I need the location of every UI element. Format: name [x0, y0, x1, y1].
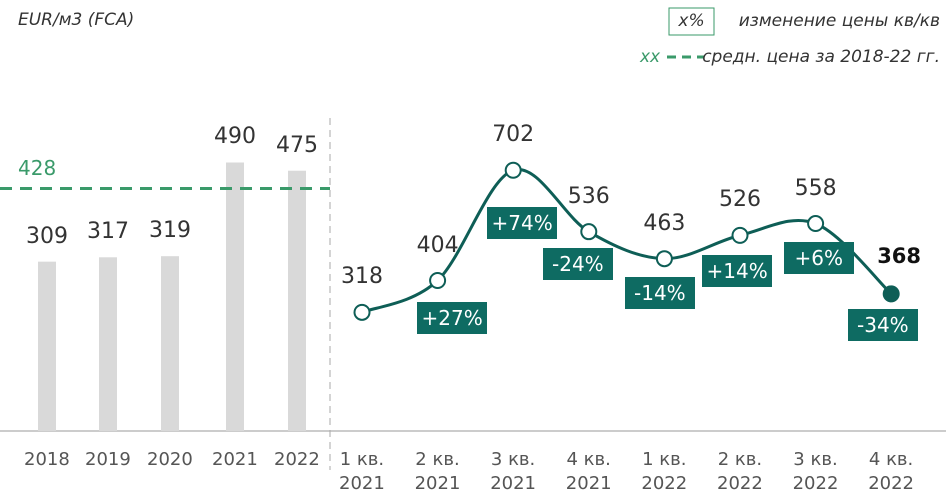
value-label: 558 — [794, 175, 837, 201]
bar — [226, 162, 244, 432]
change-label: +14% — [706, 259, 768, 283]
change-label: -14% — [634, 281, 686, 305]
change-box — [784, 242, 854, 274]
value-label: 404 — [416, 232, 459, 258]
change-label: +6% — [794, 246, 844, 270]
y-label: EUR/м3 (FCA) — [18, 10, 135, 30]
value-label: 526 — [719, 187, 761, 213]
change-box — [848, 309, 918, 341]
change-box — [487, 207, 557, 239]
point — [731, 226, 749, 244]
average-label: 428 — [18, 156, 57, 181]
x-tick-label: 1 кв. 2022 — [641, 449, 688, 493]
point — [353, 303, 371, 321]
legend-box — [668, 7, 715, 36]
change-box — [702, 255, 772, 287]
x-tick-label: 4 кв. 2022 — [868, 449, 914, 493]
bar — [161, 256, 179, 431]
value-label: 463 — [643, 210, 686, 236]
legend-sample: x% — [678, 11, 705, 31]
value-label: 368 — [877, 243, 922, 268]
x-tick-label: 2018 — [24, 449, 70, 470]
value-label: 536 — [567, 183, 610, 209]
change-label: +74% — [491, 211, 553, 235]
x-tick-label: 2 кв. 2022 — [717, 449, 763, 493]
point — [882, 285, 900, 303]
bar — [38, 261, 56, 431]
value-label: 702 — [492, 122, 535, 148]
bar — [99, 257, 117, 431]
change-box — [417, 302, 487, 334]
point — [655, 250, 673, 268]
x-tick-label: 3 кв. 2022 — [792, 449, 839, 493]
value-label: 309 — [26, 223, 68, 249]
bar — [288, 170, 306, 431]
value-label: 317 — [87, 219, 129, 245]
change-label: +27% — [421, 306, 483, 330]
point — [807, 215, 825, 233]
x-tick-label: 4 кв. 2021 — [565, 449, 612, 493]
x-tick-label: 2020 — [147, 449, 193, 470]
value-label: 319 — [149, 218, 191, 244]
change-label: -24% — [552, 252, 604, 276]
point — [580, 223, 598, 241]
x-tick-label: 2019 — [85, 449, 131, 470]
legend-sample: xx — [640, 47, 661, 67]
point — [429, 272, 447, 290]
point — [504, 161, 522, 179]
legend-text: изменение цены кв/кв — [738, 11, 940, 31]
change-box — [543, 248, 613, 280]
change-label: -34% — [857, 313, 909, 337]
x-tick-label: 2021 — [212, 449, 258, 470]
value-label: 475 — [276, 132, 318, 158]
x-tick-label: 2022 — [274, 449, 320, 470]
x-tick-label: 2 кв. 2021 — [414, 449, 461, 493]
x-tick-label: 3 кв. 2021 — [490, 449, 536, 493]
x-tick-label: 1 кв. 2021 — [339, 449, 385, 493]
legend-text: средн. цена за 2018-22 гг. — [702, 47, 940, 67]
value-label: 490 — [214, 124, 256, 150]
change-box — [625, 277, 695, 309]
value-label: 318 — [341, 264, 383, 290]
